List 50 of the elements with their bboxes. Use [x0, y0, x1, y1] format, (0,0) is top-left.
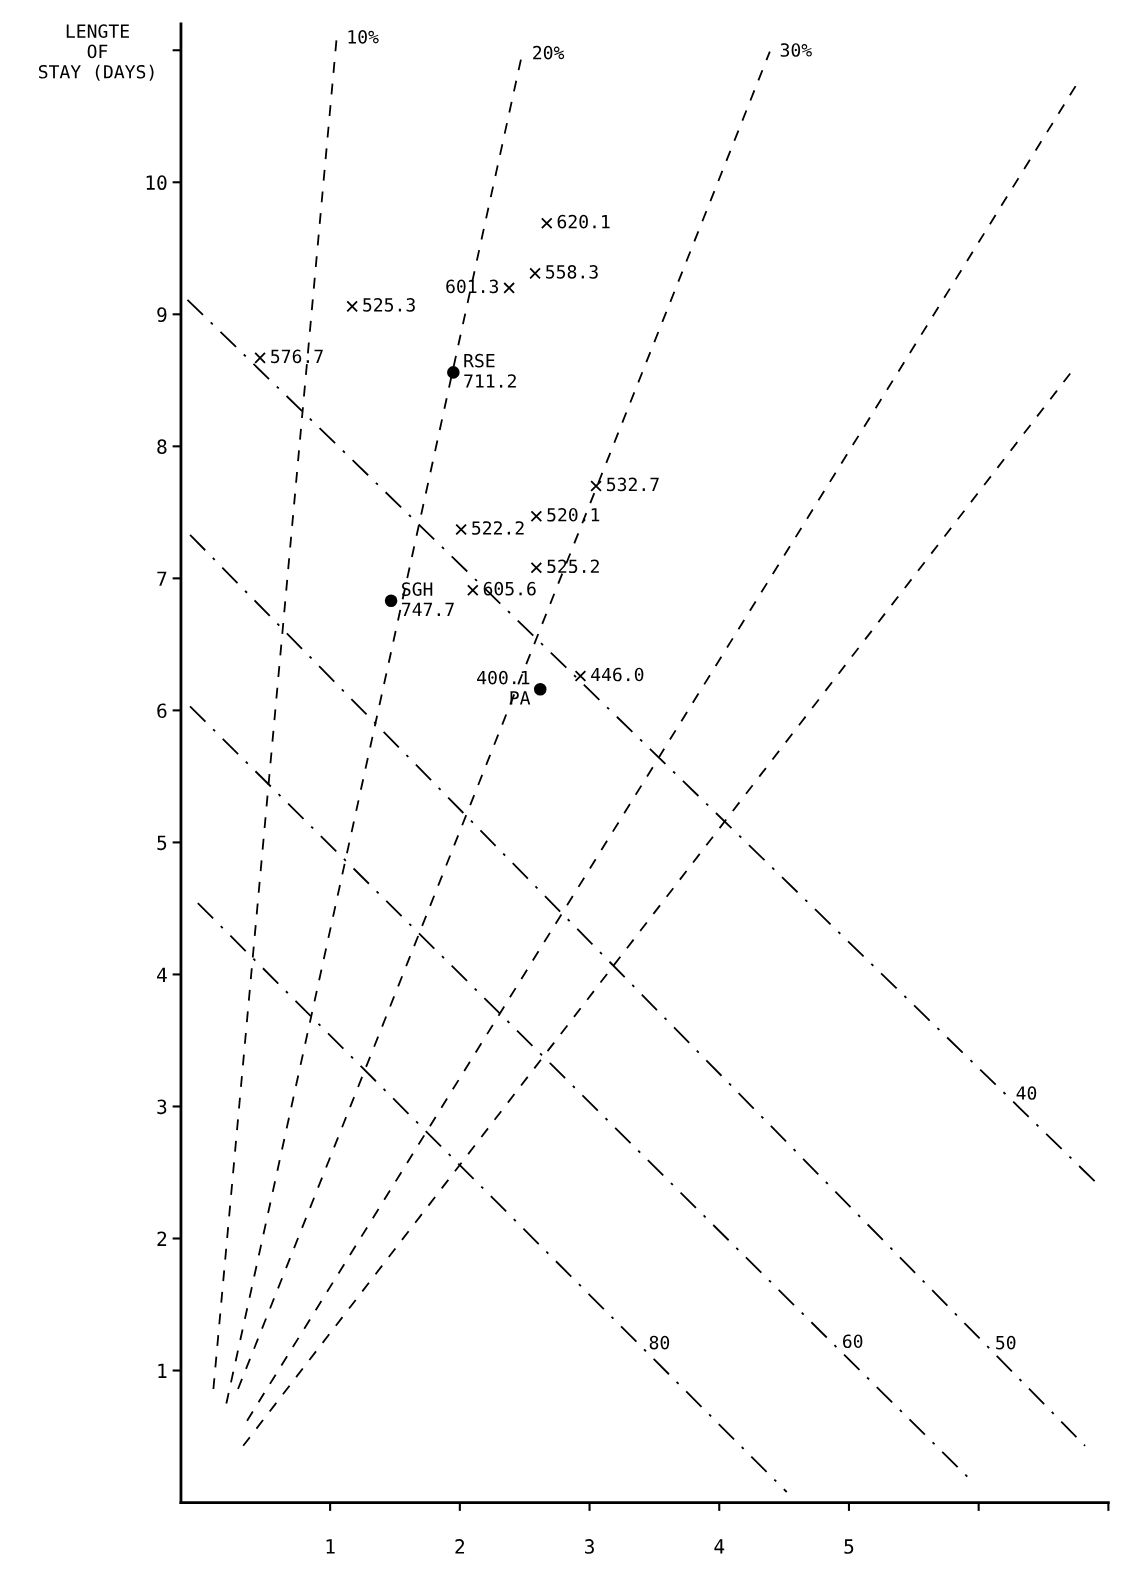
annotation: SGH 747.7 [402, 582, 454, 616]
y-tick-label: 3 [157, 1099, 167, 1115]
annotation: 520.1 [547, 507, 600, 522]
y-tick-label: 10 [146, 175, 167, 190]
x-tick-label: 2 [455, 1539, 465, 1554]
annotation: 601.3 [446, 279, 499, 294]
annotation: 30% [780, 43, 812, 57]
y-tick-label: 8 [157, 439, 167, 455]
y-axis-title: LENGTE OF STAY (DAYS) [38, 24, 154, 81]
point [590, 480, 602, 492]
point [384, 594, 398, 608]
annotation: 50 [996, 1335, 1016, 1350]
annotation: 532.7 [607, 477, 659, 492]
y-tick-label: 2 [157, 1231, 167, 1246]
y-tick-label: 4 [157, 967, 167, 982]
annotation: 525.3 [363, 298, 415, 312]
annotation: 60 [843, 1334, 863, 1349]
annotation: 620.1 [557, 214, 610, 229]
point [503, 282, 515, 294]
point [574, 670, 587, 682]
annotation: 20% [533, 45, 565, 60]
y-tick-label: 6 [157, 703, 167, 719]
annotation: 558.3 [546, 265, 598, 279]
x-tick-label: 4 [714, 1539, 725, 1554]
annotation: 605.6 [483, 581, 536, 596]
annotation: 446.0 [591, 667, 644, 682]
x-tick-label: 5 [844, 1539, 854, 1554]
point [346, 300, 358, 313]
y-tick-label: 7 [157, 571, 167, 586]
annotation: 576.7 [271, 349, 323, 364]
point [455, 523, 467, 536]
point [540, 217, 553, 230]
point [530, 561, 543, 574]
point [533, 682, 547, 696]
point [466, 584, 479, 597]
annotation: 525.2 [547, 559, 599, 574]
annotation: RSE 711.2 [464, 353, 516, 388]
point [254, 352, 266, 364]
x-tick-label: 3 [584, 1539, 594, 1554]
annotation: 80 [649, 1335, 670, 1350]
x-tick-label: 1 [326, 1539, 335, 1554]
y-tick-label: 5 [157, 835, 167, 851]
point [447, 366, 460, 379]
annotation: 522.2 [472, 521, 524, 535]
point [529, 267, 541, 280]
y-tick-label: 9 [157, 307, 167, 323]
y-tick-label: 1 [158, 1363, 167, 1378]
annotation: 10% [348, 30, 379, 44]
annotation: 40 [1016, 1086, 1037, 1100]
point [530, 510, 543, 523]
